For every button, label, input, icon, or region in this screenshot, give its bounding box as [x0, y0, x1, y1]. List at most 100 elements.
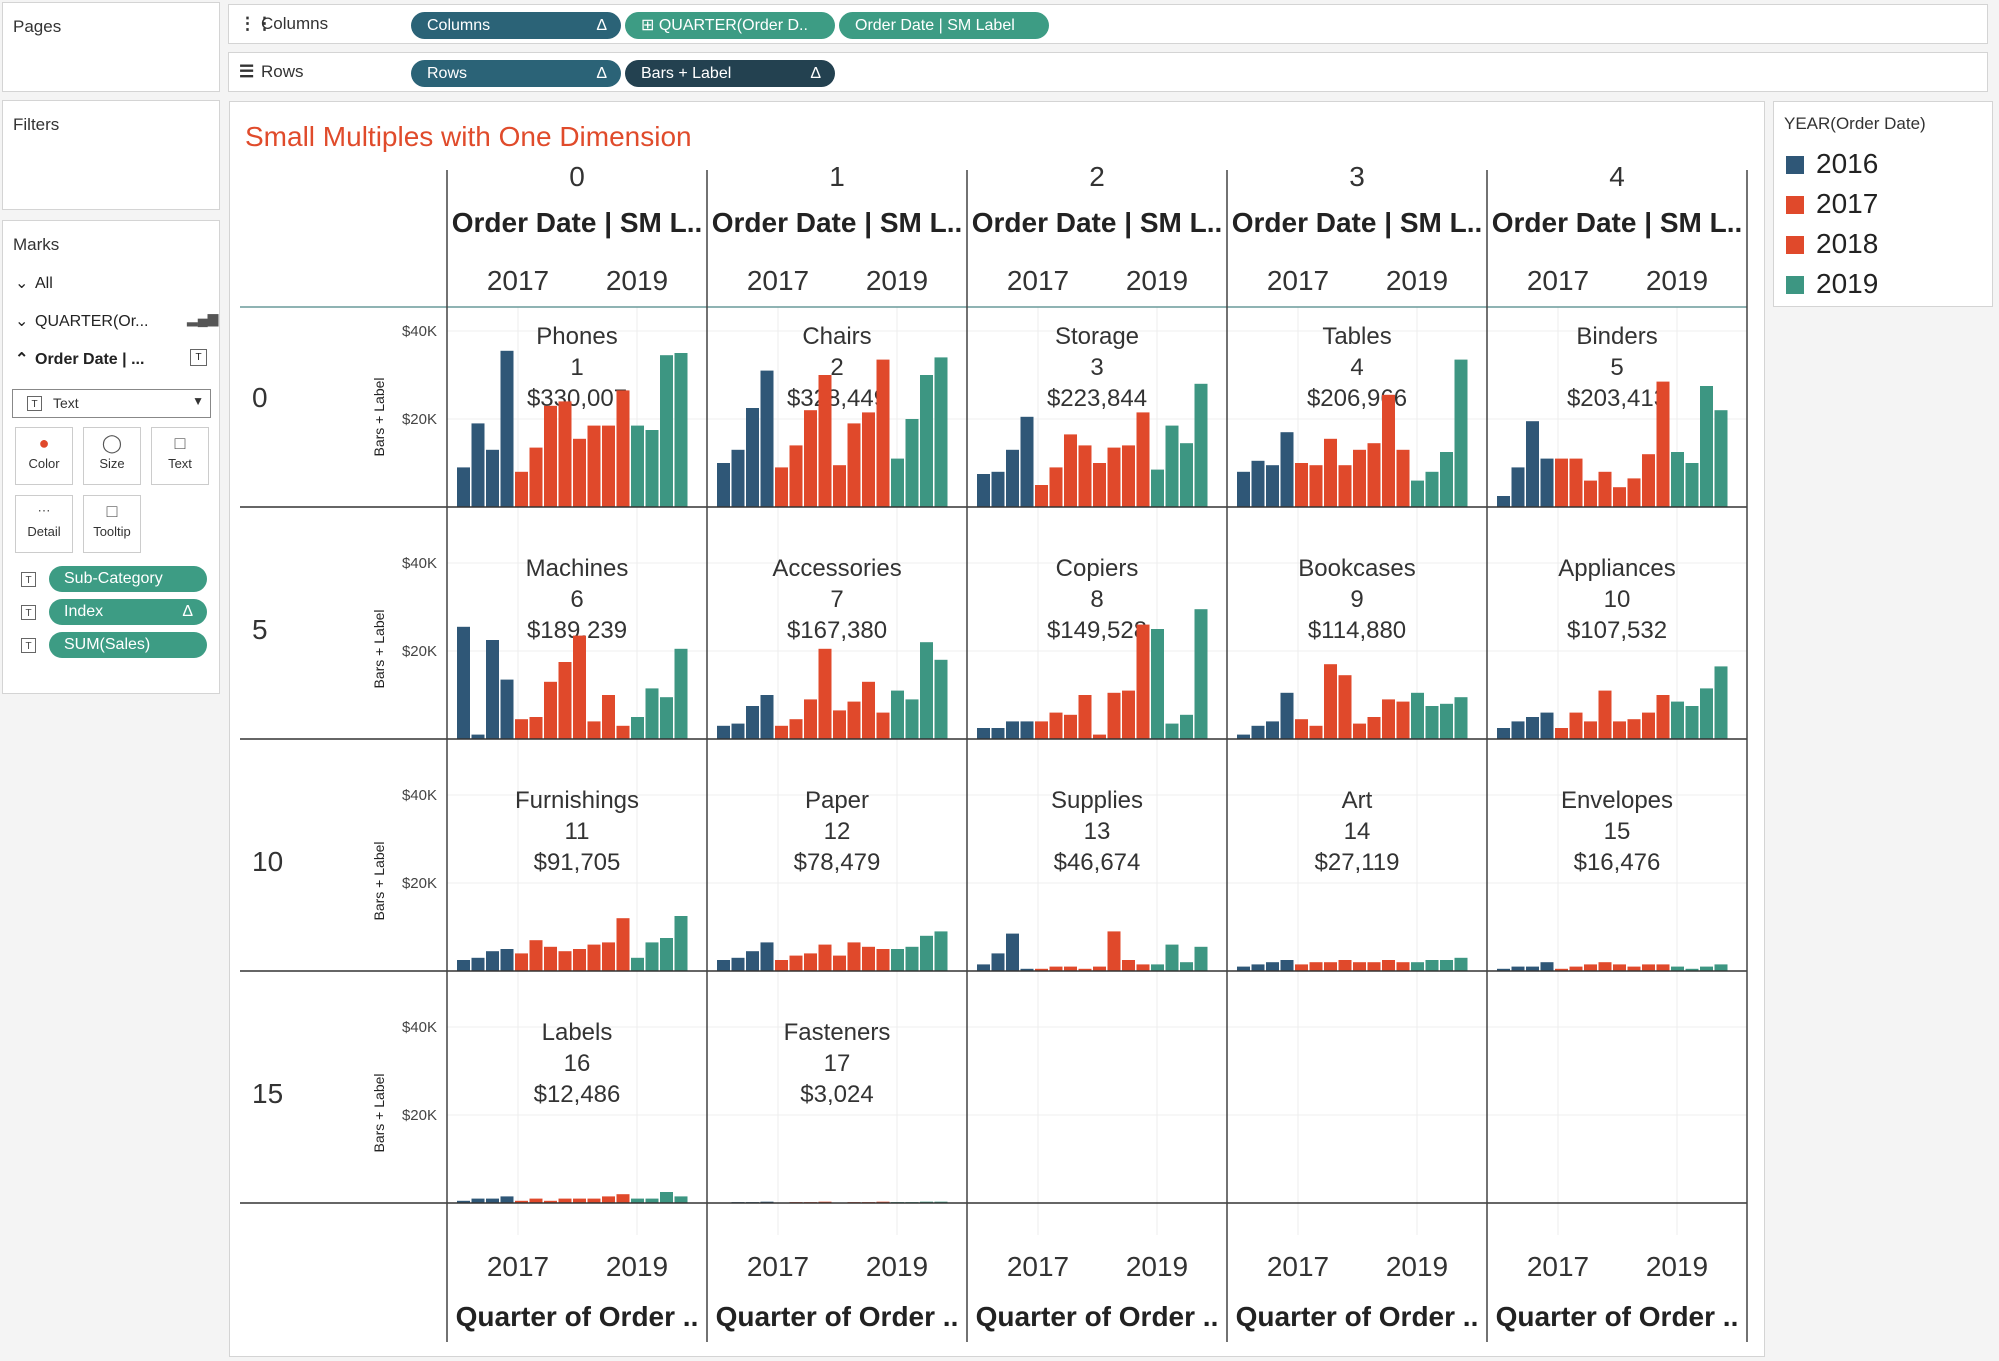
bar	[500, 350, 514, 507]
tooltip-button[interactable]: □ Tooltip	[83, 495, 141, 553]
bar	[1280, 692, 1294, 739]
legend-item-2019[interactable]: 2019	[1786, 266, 1878, 302]
bar	[1497, 496, 1510, 507]
sub-category-pill[interactable]: Sub-Category	[49, 566, 207, 592]
bar	[457, 1200, 470, 1203]
bar	[1440, 452, 1453, 507]
small-multiples-chart: 0 Order Date | SM L.. 1 Order Date | SM L..…	[240, 161, 1748, 1342]
columns-pill[interactable]: Columns Δ	[411, 12, 621, 39]
x-tick-label-bottom: 2017	[1527, 1251, 1589, 1282]
mark-type-dropdown[interactable]: T Text ▼	[12, 389, 211, 418]
bar	[833, 465, 846, 507]
bar	[1671, 452, 1684, 507]
bar	[746, 408, 759, 507]
panel-label-name: Tables	[1322, 323, 1391, 350]
bar	[934, 931, 948, 971]
bar	[1700, 688, 1713, 739]
marks-quarter[interactable]: ⌄ QUARTER(Or... ▂▄▆	[15, 310, 219, 330]
rows-icon: ☰	[239, 62, 255, 81]
bar	[1598, 962, 1612, 971]
pages-title: Pages	[13, 17, 62, 36]
bar	[645, 1198, 659, 1203]
bar	[717, 725, 730, 739]
bar	[616, 1194, 630, 1203]
bar	[486, 1198, 499, 1203]
bar	[818, 648, 832, 739]
bar	[1613, 964, 1626, 971]
color-button[interactable]: ● Color	[15, 427, 73, 485]
bar	[486, 449, 499, 507]
panel-label-index: 13	[1084, 818, 1111, 845]
panel-label-index: 3	[1090, 354, 1103, 381]
bar	[775, 725, 788, 739]
y-tick-label: $20K	[402, 411, 437, 428]
column-header: 1	[829, 161, 845, 192]
bar	[1136, 624, 1150, 739]
detail-icon: ⋯	[37, 503, 51, 518]
columns-shelf[interactable]: ⋮⋮Columns Columns Δ ⊞ QUARTER(Order D.. O…	[228, 4, 1988, 44]
bar	[977, 474, 990, 507]
bar	[558, 401, 572, 507]
x-tick-label-bottom: 2017	[1007, 1251, 1069, 1282]
marks-order-date[interactable]: ⌃ Order Date | ... T	[15, 349, 207, 369]
legend-item-2016[interactable]: 2016	[1786, 146, 1878, 182]
bar	[1598, 471, 1612, 507]
panel-label-total: $107,532	[1567, 617, 1667, 644]
bar	[1584, 480, 1597, 507]
bar	[1569, 458, 1583, 507]
bar	[1338, 960, 1352, 971]
column-field-label: Order Date | SM L..	[452, 207, 703, 238]
bar	[1107, 931, 1121, 971]
bar	[862, 946, 875, 971]
panel-label-name: Binders	[1576, 323, 1657, 350]
bar	[977, 964, 990, 971]
bar	[1122, 690, 1135, 739]
bar	[1627, 478, 1641, 507]
pages-panel[interactable]: Pages	[2, 2, 220, 92]
legend-item-2017[interactable]: 2017	[1786, 186, 1878, 222]
order-date-label-pill[interactable]: Order Date | SM Label	[839, 12, 1049, 39]
rows-shelf[interactable]: ☰ Rows Rows Δ Bars + Label Δ	[228, 52, 1988, 92]
legend-item-2018[interactable]: 2018	[1786, 226, 1878, 262]
bar	[1309, 962, 1323, 971]
detail-button[interactable]: ⋯ Detail	[15, 495, 73, 553]
bar	[1613, 721, 1626, 739]
mark-type-value: Text	[53, 395, 79, 411]
bar	[862, 412, 875, 507]
bar	[1151, 964, 1164, 971]
bar	[1714, 410, 1728, 507]
panel-label-index: 2	[830, 354, 843, 381]
bar	[920, 642, 933, 739]
rows-pill[interactable]: Rows Δ	[411, 60, 621, 87]
panel-label-name: Appliances	[1558, 555, 1675, 582]
bar	[486, 640, 499, 739]
bars-label-pill[interactable]: Bars + Label Δ	[625, 60, 835, 87]
bar	[1338, 675, 1352, 739]
bar	[1526, 966, 1539, 971]
size-button[interactable]: ◯ Size	[83, 427, 141, 485]
bar	[847, 423, 861, 507]
bar	[602, 942, 615, 971]
bar	[1064, 966, 1077, 971]
bar	[760, 695, 774, 739]
year-legend[interactable]: YEAR(Order Date) 2016 2017 2018 2019	[1773, 101, 1993, 307]
x-axis-title: Quarter of Order ..	[976, 1301, 1219, 1332]
bar	[631, 717, 644, 739]
text-button[interactable]: □ Text	[151, 427, 209, 485]
bar	[1526, 717, 1539, 739]
y-tick-label: $40K	[402, 787, 437, 804]
bar	[1194, 946, 1208, 971]
bar	[731, 449, 745, 507]
filters-panel[interactable]: Filters	[2, 100, 220, 210]
quarter-pill[interactable]: ⊞ QUARTER(Order D..	[625, 12, 835, 39]
sum-sales-pill[interactable]: SUM(Sales)	[49, 632, 207, 658]
panel-label-total: $3,024	[800, 1081, 873, 1108]
index-pill[interactable]: Index Δ	[49, 599, 207, 625]
viz-area[interactable]: Small Multiples with One Dimension 0 Orde…	[229, 101, 1765, 1357]
marks-all[interactable]: ⌄ All	[15, 275, 53, 292]
bar	[1511, 467, 1525, 507]
bar	[1353, 449, 1366, 507]
bar	[1309, 725, 1323, 739]
bar	[1165, 723, 1179, 739]
panel-label-index: 1	[570, 354, 583, 381]
